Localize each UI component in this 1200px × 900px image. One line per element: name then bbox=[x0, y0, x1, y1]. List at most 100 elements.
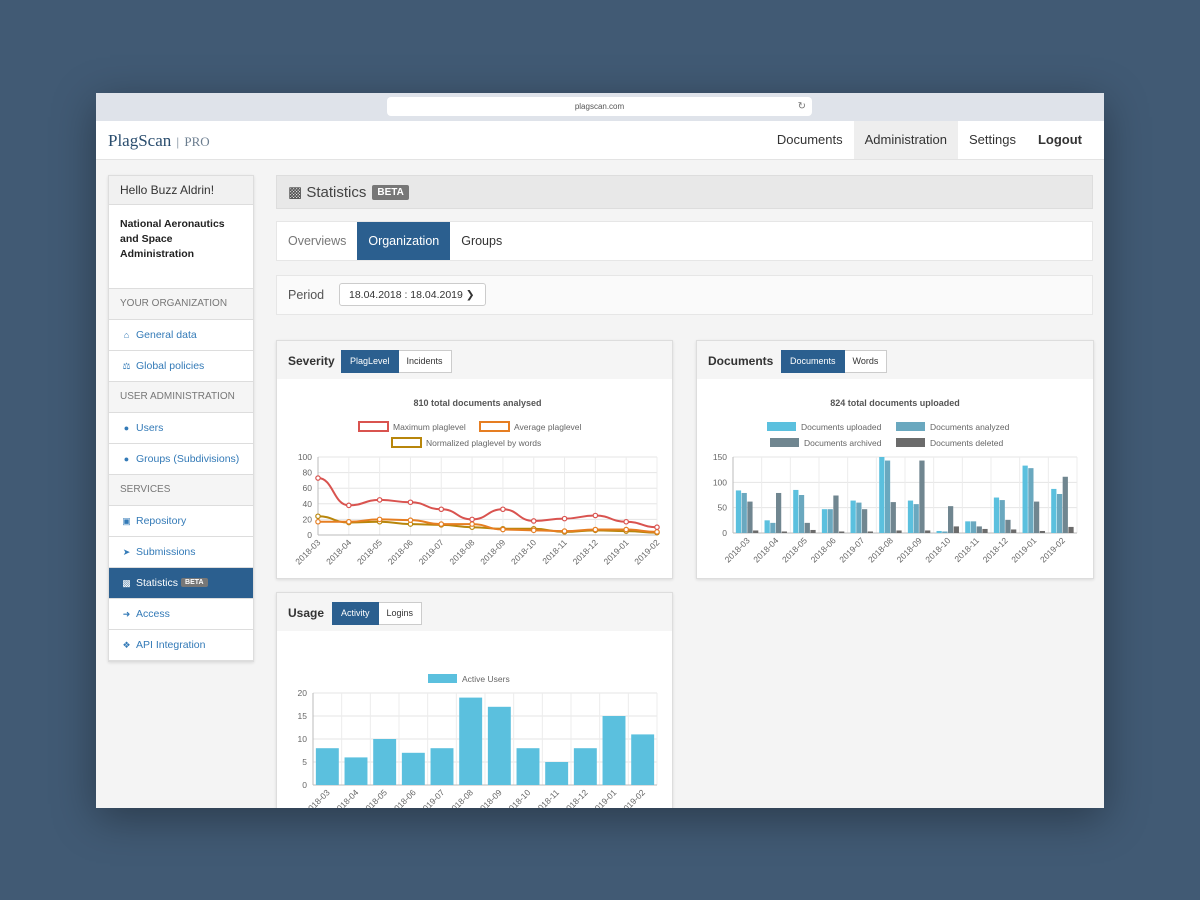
x-tick-label: 2019-01 bbox=[589, 787, 618, 808]
bar bbox=[741, 492, 747, 533]
organization-name: National Aeronautics and Space Administr… bbox=[109, 205, 253, 289]
sidebar-item-label: Submissions bbox=[136, 546, 196, 558]
page-header: ▩ Statistics BETA bbox=[276, 175, 1093, 209]
x-tick-label: 2018-10 bbox=[509, 537, 538, 566]
chart-title: 824 total documents uploaded bbox=[830, 398, 960, 408]
y-tick-label: 100 bbox=[713, 477, 727, 487]
x-tick-label: 2018-03 bbox=[723, 535, 752, 564]
beta-badge: BETA bbox=[181, 578, 208, 588]
bar bbox=[856, 502, 862, 533]
data-point bbox=[315, 475, 321, 481]
address-bar[interactable]: plagscan.com ↻ bbox=[387, 97, 812, 116]
page-title: Statistics bbox=[306, 184, 367, 201]
x-tick-label: 2019-07 bbox=[417, 537, 446, 566]
data-point bbox=[315, 518, 321, 525]
section-services: SERVICES bbox=[109, 475, 253, 506]
data-point bbox=[407, 499, 414, 506]
sidebar-item-submissions[interactable]: ➤ Submissions bbox=[109, 537, 253, 568]
period-select[interactable]: 18.04.2018 : 18.04.2019 ❯ bbox=[339, 283, 486, 306]
browser-window: plagscan.com ↻ PlagScan | PRO Documents … bbox=[96, 93, 1104, 808]
sidebar-item-access[interactable]: ➜ Access bbox=[109, 599, 253, 630]
activity-button[interactable]: Activity bbox=[332, 602, 379, 625]
reload-icon[interactable]: ↻ bbox=[797, 101, 806, 112]
x-tick-label: 2018-06 bbox=[389, 787, 418, 808]
data-point bbox=[376, 497, 383, 503]
documents-panel-header: Documents Documents Words bbox=[697, 341, 1093, 379]
data-point bbox=[530, 518, 537, 524]
y-tick-label: 0 bbox=[307, 530, 312, 540]
bar bbox=[764, 520, 770, 533]
bar bbox=[344, 757, 368, 785]
tab-groups[interactable]: Groups bbox=[461, 234, 503, 248]
y-tick-label: 100 bbox=[298, 452, 312, 462]
main-nav: Documents Administration Settings Logout bbox=[766, 121, 1104, 159]
x-tick-label: 2018-04 bbox=[751, 535, 780, 564]
data-point bbox=[592, 526, 599, 533]
x-tick-label: 2019-02 bbox=[1038, 535, 1067, 564]
nav-administration[interactable]: Administration bbox=[853, 121, 958, 159]
bar bbox=[850, 500, 856, 533]
legend-label: Documents uploaded bbox=[801, 422, 882, 432]
bar bbox=[798, 495, 805, 533]
data-point bbox=[407, 517, 414, 523]
words-button[interactable]: Words bbox=[844, 350, 888, 373]
bar bbox=[430, 748, 454, 785]
legend-label: Documents analyzed bbox=[930, 422, 1010, 432]
bar bbox=[999, 500, 1005, 533]
x-tick-label: 2018-11 bbox=[532, 787, 561, 808]
bar bbox=[884, 460, 891, 533]
sidebar-item-users[interactable]: ● Users bbox=[109, 413, 253, 444]
login-icon: ➜ bbox=[122, 609, 131, 619]
documents-title: Documents bbox=[708, 354, 774, 368]
bar bbox=[776, 492, 782, 533]
chevron-down-icon: ❯ bbox=[465, 289, 475, 301]
nav-logout[interactable]: Logout bbox=[1037, 132, 1082, 147]
bar bbox=[487, 706, 511, 785]
tab-organization[interactable]: Organization bbox=[357, 222, 451, 260]
nav-documents[interactable]: Documents bbox=[776, 132, 843, 147]
x-tick-label: 2018-09 bbox=[475, 787, 504, 808]
bar bbox=[1056, 493, 1063, 533]
chart-title: 810 total documents analysed bbox=[413, 398, 541, 408]
nav-settings[interactable]: Settings bbox=[968, 132, 1016, 147]
sidebar-item-repository[interactable]: ▣ Repository bbox=[109, 506, 253, 537]
puzzle-icon: ❖ bbox=[122, 640, 131, 650]
bar bbox=[1022, 465, 1028, 533]
bar bbox=[862, 509, 868, 533]
section-your-organization: YOUR ORGANIZATION bbox=[109, 289, 253, 320]
legend-swatch bbox=[770, 438, 799, 447]
bar bbox=[459, 697, 483, 785]
bar bbox=[993, 497, 1000, 533]
y-tick-label: 10 bbox=[298, 734, 308, 744]
x-tick-label: 2019-02 bbox=[618, 787, 647, 808]
x-tick-label: 2018-05 bbox=[360, 787, 389, 808]
sidebar-item-groups[interactable]: ● Groups (Subdivisions) bbox=[109, 444, 253, 475]
sidebar-item-global-policies[interactable]: ⚖ Global policies bbox=[109, 351, 253, 382]
bar bbox=[953, 526, 959, 533]
x-tick-label: 2018-11 bbox=[540, 537, 569, 566]
legend-swatch bbox=[479, 421, 510, 432]
plaglevel-button[interactable]: PlagLevel bbox=[341, 350, 399, 373]
legend-label: Normalized plaglevel by words bbox=[426, 438, 541, 448]
tab-bar: Overviews Organization Groups bbox=[276, 221, 1093, 261]
tab-overviews[interactable]: Overviews bbox=[288, 234, 347, 248]
usage-panel-header: Usage Activity Logins bbox=[277, 593, 672, 631]
sidebar-item-label: Access bbox=[136, 608, 170, 620]
data-point bbox=[592, 512, 599, 519]
y-tick-label: 80 bbox=[303, 468, 313, 478]
documents-button[interactable]: Documents bbox=[781, 350, 845, 373]
x-tick-label: 2018-05 bbox=[355, 537, 384, 566]
y-tick-label: 40 bbox=[303, 499, 313, 509]
url-text: plagscan.com bbox=[574, 102, 625, 111]
sidebar-item-general-data[interactable]: ⌂ General data bbox=[109, 320, 253, 351]
plagscan-logo[interactable]: PlagScan | PRO bbox=[108, 131, 210, 150]
legend-label: Maximum plaglevel bbox=[393, 422, 466, 432]
logo-text: PlagScan bbox=[108, 131, 172, 150]
y-tick-label: 5 bbox=[302, 757, 307, 767]
sidebar-item-statistics[interactable]: ▩ Statistics BETA bbox=[109, 568, 253, 599]
bar bbox=[970, 521, 977, 533]
incidents-button[interactable]: Incidents bbox=[398, 350, 452, 373]
legend-swatch bbox=[428, 674, 457, 683]
sidebar-item-api-integration[interactable]: ❖ API Integration bbox=[109, 630, 253, 661]
logins-button[interactable]: Logins bbox=[378, 602, 423, 625]
